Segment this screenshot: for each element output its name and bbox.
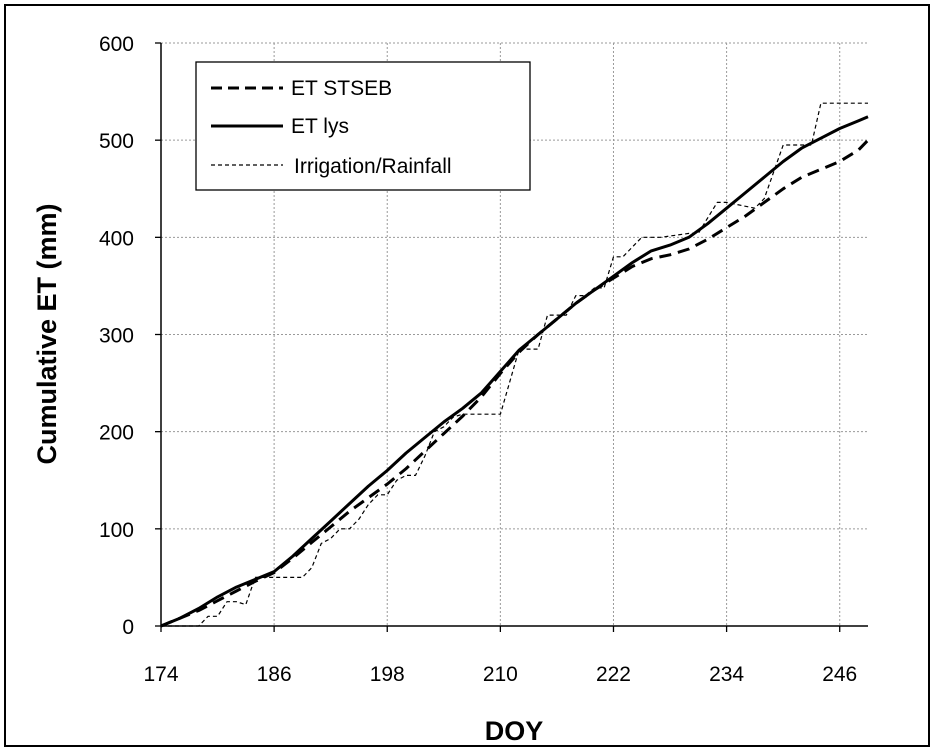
y-tick-label: 100 <box>99 519 134 542</box>
x-tick-label: 186 <box>257 663 292 686</box>
tick-labels: 0 100 200 300 400 500 600 174 186 198 210 222 234 246 <box>99 33 857 686</box>
x-tick-label: 246 <box>822 663 857 686</box>
series-line-et-stseb <box>160 139 870 628</box>
x-axis-title: DOY <box>485 716 544 746</box>
x-tick-label: 210 <box>483 663 518 686</box>
series-line-et-lys <box>160 115 869 628</box>
y-tick-label: 300 <box>99 325 134 348</box>
x-tick-label: 222 <box>596 663 631 686</box>
y-tick-label: 400 <box>99 227 134 250</box>
x-tick-label: 174 <box>143 663 178 686</box>
legend-label-irrigation-rainfall: Irrigation/Rainfall <box>294 155 452 178</box>
y-tick-label: 600 <box>99 33 134 56</box>
legend-label-et-lys: ET lys <box>291 115 349 138</box>
legend-label-et-stseb: ET STSEB <box>291 77 392 100</box>
y-axis-title: Cumulative ET (mm) <box>32 203 62 464</box>
x-tick-label: 234 <box>709 663 744 686</box>
y-tick-label: 200 <box>99 422 134 445</box>
axes <box>155 42 868 632</box>
legend: ET STSEB ET lys Irrigation/Rainfall <box>195 61 531 191</box>
x-tick-label: 198 <box>370 663 405 686</box>
y-tick-label: 0 <box>122 616 134 639</box>
y-tick-label: 500 <box>99 130 134 153</box>
series-lines <box>160 102 870 628</box>
